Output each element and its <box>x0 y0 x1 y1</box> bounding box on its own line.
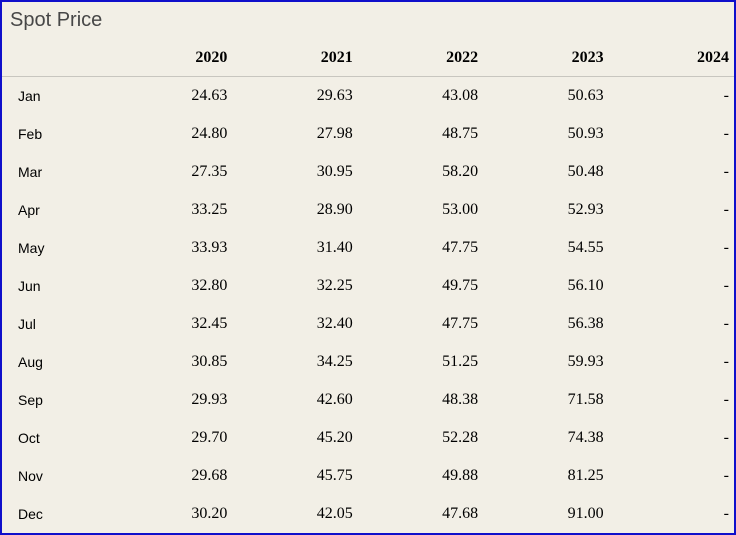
cell: - <box>723 353 729 370</box>
cell: 48.38 <box>442 391 479 408</box>
table-header-row: 2020 2021 2022 2023 2024 <box>2 43 734 77</box>
column-header-2023: 2023 <box>483 43 609 77</box>
cell: 42.05 <box>316 505 353 522</box>
cell: - <box>723 239 729 256</box>
row-label: Jul <box>18 316 36 332</box>
cell: 30.85 <box>191 353 228 370</box>
cell: 24.80 <box>191 125 228 142</box>
cell: 33.93 <box>191 239 228 256</box>
cell: 29.70 <box>191 429 228 446</box>
cell: - <box>723 391 729 408</box>
cell: 45.20 <box>316 429 353 446</box>
cell: 29.93 <box>191 391 228 408</box>
cell: 71.58 <box>567 391 604 408</box>
row-label: Dec <box>18 506 43 522</box>
cell: 51.25 <box>442 353 479 370</box>
cell: 28.90 <box>316 201 353 218</box>
cell: - <box>723 277 729 294</box>
table-row: Dec 30.20 42.05 47.68 91.00 - <box>2 495 734 533</box>
cell: 42.60 <box>316 391 353 408</box>
cell: 24.63 <box>191 87 228 104</box>
cell: 74.38 <box>567 429 604 446</box>
cell: - <box>723 163 729 180</box>
cell: 56.38 <box>567 315 604 332</box>
table-row: Mar 27.35 30.95 58.20 50.48 - <box>2 153 734 191</box>
cell: 48.75 <box>442 125 479 142</box>
cell: 58.20 <box>442 163 479 180</box>
cell: 50.93 <box>567 125 604 142</box>
cell: 33.25 <box>191 201 228 218</box>
cell: 45.75 <box>316 467 353 484</box>
cell: - <box>723 505 729 522</box>
row-label: Aug <box>18 354 43 370</box>
cell: 53.00 <box>442 201 479 218</box>
cell: 47.75 <box>442 315 479 332</box>
cell: 27.98 <box>316 125 353 142</box>
cell: 29.68 <box>191 467 228 484</box>
cell: 50.48 <box>567 163 604 180</box>
table-row: Jul 32.45 32.40 47.75 56.38 - <box>2 305 734 343</box>
column-header-2022: 2022 <box>357 43 484 77</box>
row-label: Oct <box>18 430 40 446</box>
page-title: Spot Price <box>10 9 103 31</box>
row-label: May <box>18 240 45 256</box>
table-row: Jun 32.80 32.25 49.75 56.10 - <box>2 267 734 305</box>
cell: 31.40 <box>316 239 353 256</box>
cell: 47.75 <box>442 239 479 256</box>
cell: - <box>723 87 729 104</box>
cell: 49.75 <box>442 277 479 294</box>
row-label: Jan <box>18 88 41 104</box>
cell: 29.63 <box>316 87 353 104</box>
cell: 32.80 <box>191 277 228 294</box>
row-label: Mar <box>18 164 43 180</box>
cell: 81.25 <box>567 467 604 484</box>
cell: 32.45 <box>191 315 228 332</box>
table-row: Feb 24.80 27.98 48.75 50.93 - <box>2 115 734 153</box>
table-row: May 33.93 31.40 47.75 54.55 - <box>2 229 734 267</box>
cell: 49.88 <box>442 467 479 484</box>
table-row: Aug 30.85 34.25 51.25 59.93 - <box>2 343 734 381</box>
row-label: Sep <box>18 392 43 408</box>
column-header-blank <box>2 43 107 77</box>
cell: 52.93 <box>567 201 604 218</box>
column-header-2020: 2020 <box>107 43 233 77</box>
column-header-2024: 2024 <box>608 43 734 77</box>
cell: 32.40 <box>316 315 353 332</box>
cell: 30.95 <box>316 163 353 180</box>
row-label: Jun <box>18 278 41 294</box>
cell: - <box>723 315 729 332</box>
cell: 52.28 <box>442 429 479 446</box>
cell: 56.10 <box>567 277 604 294</box>
cell: 91.00 <box>567 505 604 522</box>
spot-price-table: 2020 2021 2022 2023 2024 Jan 24.63 29.63… <box>2 43 734 533</box>
row-label: Nov <box>18 468 43 484</box>
row-label: Apr <box>18 202 40 218</box>
cell: 54.55 <box>567 239 604 256</box>
column-header-2021: 2021 <box>232 43 358 77</box>
table-row: Oct 29.70 45.20 52.28 74.38 - <box>2 419 734 457</box>
table-row: Jan 24.63 29.63 43.08 50.63 - <box>2 77 734 116</box>
cell: - <box>723 125 729 142</box>
cell: 27.35 <box>191 163 228 180</box>
table-row: Nov 29.68 45.75 49.88 81.25 - <box>2 457 734 495</box>
cell: 50.63 <box>567 87 604 104</box>
cell: 59.93 <box>567 353 604 370</box>
table-row: Apr 33.25 28.90 53.00 52.93 - <box>2 191 734 229</box>
cell: 32.25 <box>316 277 353 294</box>
cell: - <box>723 467 729 484</box>
cell: 34.25 <box>316 353 353 370</box>
table-row: Sep 29.93 42.60 48.38 71.58 - <box>2 381 734 419</box>
cell: 43.08 <box>442 87 479 104</box>
cell: - <box>723 429 729 446</box>
cell: 30.20 <box>191 505 228 522</box>
cell: - <box>723 201 729 218</box>
row-label: Feb <box>18 126 43 142</box>
cell: 47.68 <box>442 505 479 522</box>
